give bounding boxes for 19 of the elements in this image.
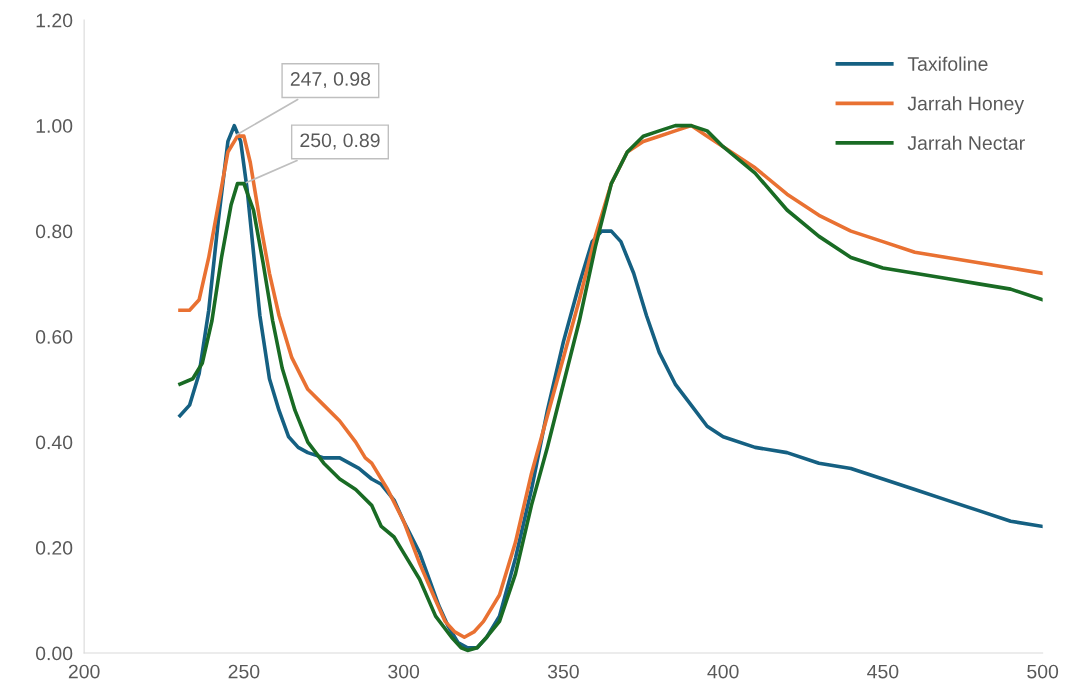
x-tick-label: 400 (707, 664, 739, 679)
y-tick-label: 1.20 (36, 13, 73, 28)
y-tick-label: 0.40 (35, 435, 73, 450)
x-tick-label: 350 (547, 664, 579, 679)
y-tick-label: 1.00 (36, 119, 73, 133)
y-tick-label: 0.60 (35, 330, 73, 344)
annotation: 250, 0.89 (300, 133, 380, 150)
x-tick-label: 500 (1027, 664, 1059, 679)
x-tick-label: 250 (228, 664, 260, 679)
y-tick-label: 0.00 (35, 646, 73, 661)
x-tick-label: 200 (68, 664, 100, 679)
annotation: 247, 0.98 (290, 72, 371, 89)
legend-label: Jarrah Honey (907, 96, 1025, 115)
x-tick-label: 450 (867, 664, 899, 679)
y-tick-label: 0.20 (35, 541, 73, 555)
legend-label: Jarrah Nectar (907, 135, 1025, 150)
x-tick-label: 300 (388, 664, 420, 679)
legend-label: Taxifoline (907, 56, 988, 71)
y-tick-label: 0.80 (35, 224, 73, 239)
